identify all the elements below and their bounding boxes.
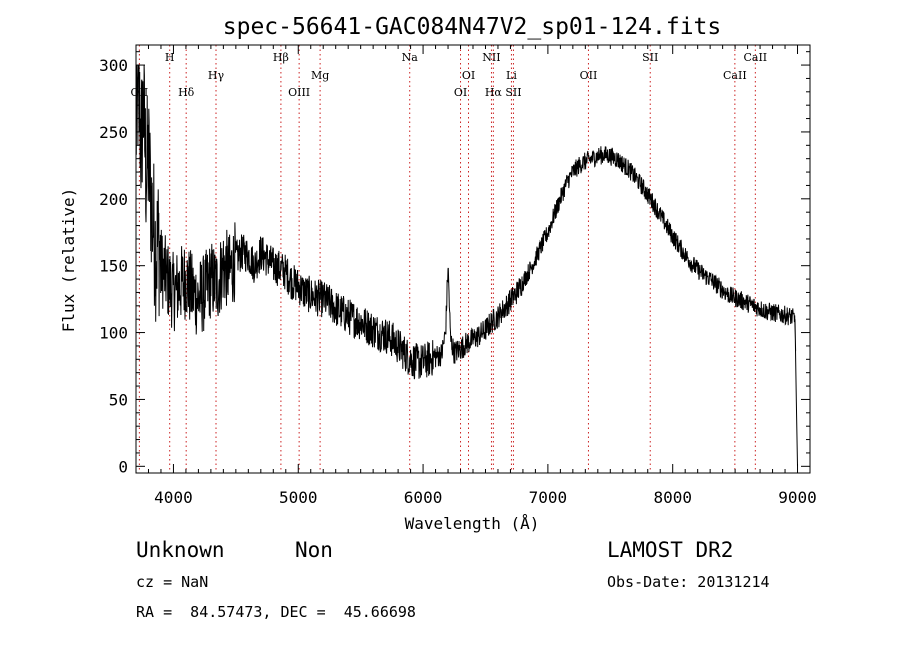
y-tick-label: 200 xyxy=(99,190,128,209)
redshift-cz: cz = NaN xyxy=(136,573,209,591)
spectral-line-label: H xyxy=(165,51,175,64)
spectrum-line xyxy=(135,64,798,467)
spectral-line-label: OI xyxy=(454,86,467,99)
spectral-line-label: Na xyxy=(402,51,419,64)
chart-title: spec-56641-GAC084N47V2_sp01-124.fits xyxy=(223,14,722,40)
spectral-line-label: SII xyxy=(642,51,658,64)
y-tick-label: 50 xyxy=(109,390,128,409)
observation-date: Obs-Date: 20131214 xyxy=(607,573,770,591)
y-tick-label: 0 xyxy=(118,457,128,476)
x-tick-label: 8000 xyxy=(653,488,692,507)
x-tick-label: 5000 xyxy=(279,488,318,507)
x-tick-label: 4000 xyxy=(154,488,193,507)
spectral-line-label: Li xyxy=(506,69,517,82)
x-tick-label: 7000 xyxy=(529,488,568,507)
spectral-line-label: NII xyxy=(482,51,500,64)
x-tick-label: 6000 xyxy=(404,488,443,507)
spectral-line-label: Hγ xyxy=(208,69,225,82)
spectral-line-label: Hβ xyxy=(273,51,289,64)
spectral-line-label: OIII xyxy=(288,86,310,99)
object-subclass: Non xyxy=(295,538,333,562)
y-axis: 0 50 100 150 200 250 300 xyxy=(99,51,810,476)
line-markers: OIIHHδHγHβOIIIMgNaOIOINIIHαLiSIIOIISIICa… xyxy=(131,45,767,473)
spectral-line-label: CaII xyxy=(723,69,747,82)
y-tick-label: 100 xyxy=(99,324,128,343)
y-axis-label: Flux (relative) xyxy=(59,188,78,333)
plot-frame xyxy=(135,44,811,474)
spectral-line-label: SII xyxy=(505,86,521,99)
x-axis: 4000 5000 6000 7000 8000 9000 xyxy=(147,45,817,507)
spectral-line-label: Hα xyxy=(485,86,503,99)
x-axis-label: Wavelength (Å) xyxy=(405,514,540,533)
x-tick-label: 9000 xyxy=(778,488,817,507)
y-tick-label: 250 xyxy=(99,123,128,142)
spectral-line-label: Mg xyxy=(311,69,329,82)
spectral-line-label: OII xyxy=(580,69,598,82)
y-tick-label: 150 xyxy=(99,257,128,276)
spectral-line-label: OI xyxy=(462,69,475,82)
survey-name: LAMOST DR2 xyxy=(607,538,734,562)
object-class: Unknown xyxy=(136,538,225,562)
y-tick-label: 300 xyxy=(99,56,128,75)
spectral-line-label: Hδ xyxy=(178,86,195,99)
ra-dec-coordinates: RA = 84.57473, DEC = 45.66698 xyxy=(136,603,416,621)
spectral-line-label: CaII xyxy=(743,51,767,64)
